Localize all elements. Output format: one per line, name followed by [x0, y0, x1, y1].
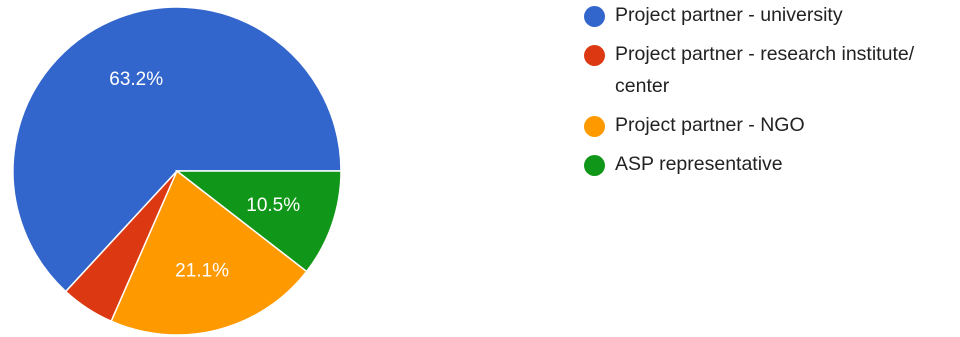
pie-slices — [12, 6, 342, 336]
legend-label: Project partner - NGO — [615, 114, 805, 136]
legend-item-ngo[interactable]: Project partner - NGO — [584, 112, 954, 141]
legend-swatch-asp — [584, 155, 605, 176]
legend-label: ASP representative — [615, 153, 783, 175]
pie-slice-asp[interactable] — [174, 170, 342, 273]
legend-item-asp[interactable]: ASP representative — [584, 151, 954, 180]
pie-data-labels: 63.2% 21.1% 10.5% — [109, 69, 300, 282]
legend-label: Project partner - research institute/ ce… — [615, 43, 915, 97]
legend: Project partner - university Project par… — [584, 2, 954, 190]
legend-label: Project partner - university — [615, 4, 843, 26]
pie-slice-ngo[interactable] — [110, 169, 308, 336]
legend-item-research-institute[interactable]: Project partner - research institute/ ce… — [584, 41, 954, 102]
legend-swatch-ngo — [584, 116, 605, 137]
pie-slice-university[interactable] — [12, 6, 342, 293]
data-label-asp: 10.5% — [246, 195, 300, 216]
data-label-ngo: 21.1% — [175, 261, 229, 282]
legend-item-university[interactable]: Project partner - university — [584, 2, 954, 31]
legend-swatch-research-institute — [584, 45, 605, 66]
legend-swatch-university — [584, 6, 605, 27]
data-label-university: 63.2% — [109, 69, 163, 90]
